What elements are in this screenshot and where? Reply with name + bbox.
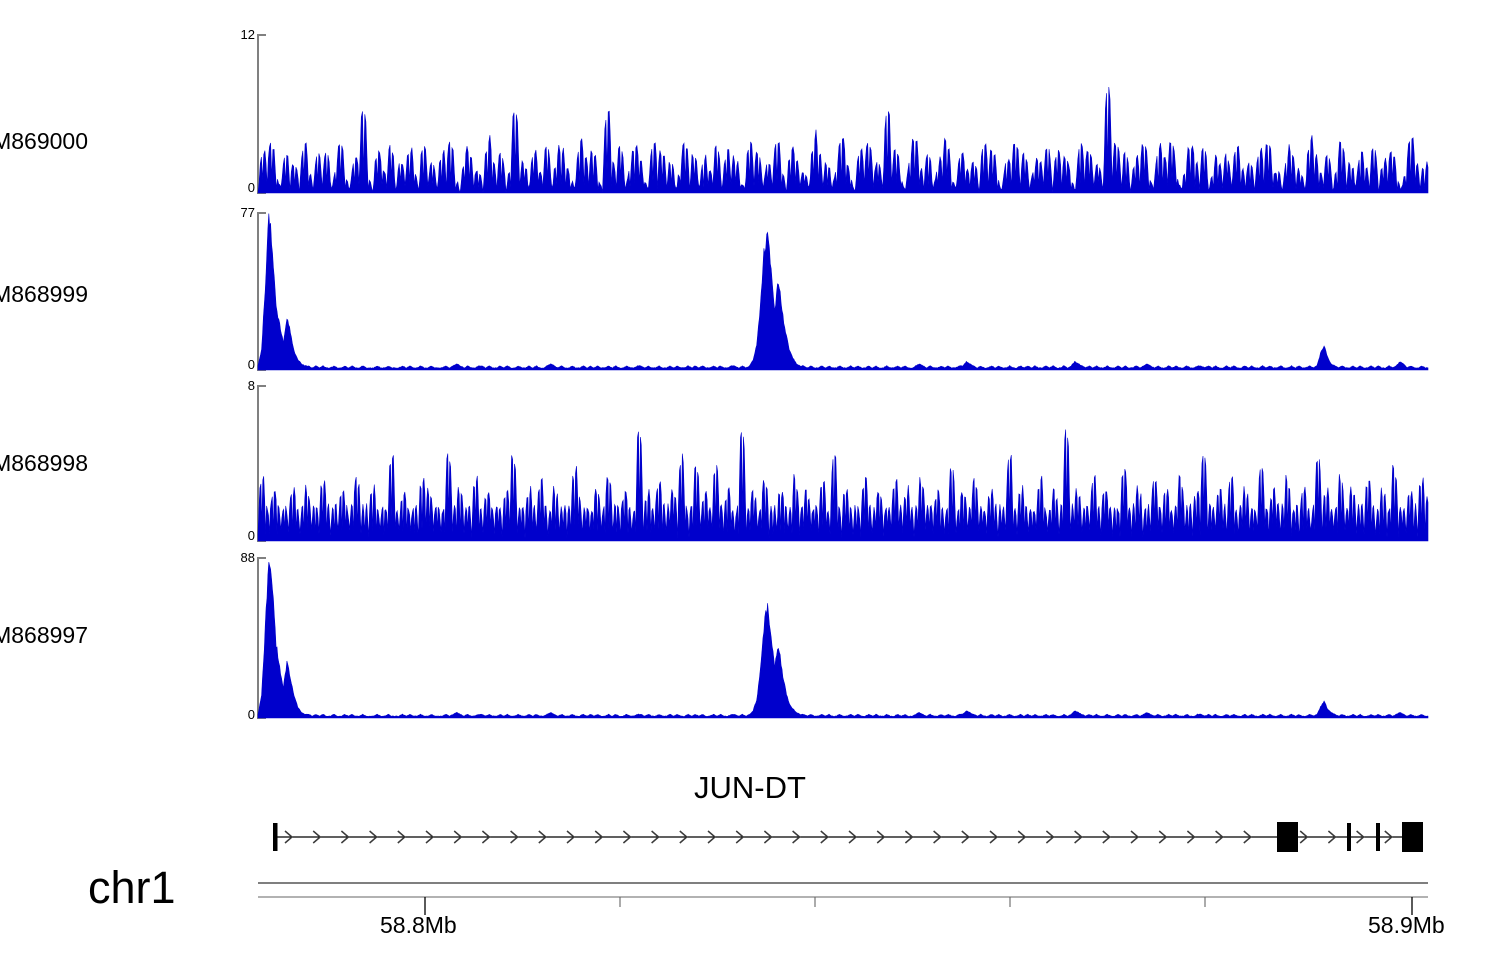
strand-arrow-icon: [1356, 830, 1365, 844]
strand-arrow-icon: [284, 830, 294, 844]
strand-arrow-icon: [848, 830, 858, 844]
strand-arrow-icon: [1384, 830, 1393, 844]
strand-arrow-icon: [1243, 830, 1252, 844]
strand-arrow-icon: [820, 830, 829, 844]
track-gsm869000[interactable]: GSM869000 12 0: [0, 27, 1500, 200]
strand-arrow-icon: [792, 830, 801, 844]
strand-arrow-icon: [961, 830, 970, 844]
strand-arrow-icon: [763, 830, 773, 844]
track2-axis-max: 77: [240, 205, 255, 220]
strand-arrow-icon: [1186, 830, 1196, 844]
gene-exon-thin[interactable]: [1376, 823, 1380, 851]
strand-arrow-icon: [397, 830, 406, 844]
track-label-gsm869000: GSM869000: [0, 128, 88, 154]
track3-signal: [257, 429, 1429, 542]
coordinate-ruler[interactable]: [0, 875, 1500, 920]
gene-exon-box[interactable]: [1402, 822, 1423, 852]
track3-axis-max: 8: [247, 378, 255, 393]
strand-arrow-icon: [1102, 830, 1111, 844]
strand-arrow-icon: [1017, 830, 1027, 844]
chromosome-label: chr1: [88, 862, 176, 913]
strand-arrow-icon: [1215, 830, 1224, 844]
strand-arrow-icon: [1158, 830, 1168, 844]
strand-arrow-icon: [707, 830, 717, 844]
ruler-svg[interactable]: [0, 875, 1500, 920]
track-label-gsm868997: GSM868997: [0, 622, 88, 648]
track3-plot[interactable]: [0, 378, 1500, 548]
track4-signal: [257, 562, 1429, 719]
strand-arrow-icon: [425, 830, 435, 844]
gene-name-title: JUN-DT: [694, 770, 806, 805]
track-gsm868997[interactable]: GSM868997 88 0: [0, 550, 1500, 725]
track1-plot[interactable]: [0, 30, 1500, 200]
signal-area: [257, 213, 1429, 371]
track3-axis-min: 0: [247, 528, 255, 543]
strand-arrow-icon: [594, 830, 604, 844]
strand-arrow-icon: [679, 830, 688, 844]
gene-model-track[interactable]: [0, 815, 1500, 870]
strand-arrow-icon: [651, 830, 660, 844]
strand-arrow-icon: [933, 830, 942, 844]
track2-plot[interactable]: [0, 205, 1500, 375]
gene-body[interactable]: [273, 822, 1423, 852]
strand-arrow-icon: [1074, 830, 1083, 844]
gene-exon-thin[interactable]: [1347, 823, 1351, 851]
strand-arrow-icon: [566, 830, 576, 844]
strand-arrow-icon: [481, 830, 491, 844]
signal-area: [257, 562, 1429, 719]
strand-arrow-icon: [312, 830, 322, 844]
strand-arrow-icon: [510, 830, 519, 844]
track-label-gsm868998: GSM868998: [0, 450, 88, 476]
track2-signal: [257, 213, 1429, 371]
strand-arrow-icon: [1045, 830, 1055, 844]
signal-area: [257, 86, 1429, 194]
track4-axis-max: 88: [240, 550, 255, 565]
track2-axis-min: 0: [247, 357, 255, 372]
ruler-ticks: [424, 897, 1413, 915]
track4-axis-min: 0: [247, 707, 255, 722]
track1-axis-min: 0: [247, 180, 255, 195]
strand-arrow-icon: [453, 830, 463, 844]
track-gsm868998[interactable]: GSM868998 8 0: [0, 378, 1500, 548]
strand-arrow-icon: [622, 830, 632, 844]
track-gsm868999[interactable]: GSM868999 77 0: [0, 205, 1500, 375]
signal-area: [257, 429, 1429, 542]
strand-arrow-icon: [735, 830, 745, 844]
track4-plot[interactable]: [0, 550, 1500, 725]
gene-tss-marker: [273, 823, 278, 851]
strand-arrow-icon: [876, 830, 886, 844]
track-label-gsm868999: GSM868999: [0, 281, 88, 307]
strand-arrow-icon: [1299, 830, 1309, 844]
track1-axis-max: 12: [240, 27, 255, 42]
track1-signal: [257, 86, 1429, 194]
ruler-label-left: 58.8Mb: [380, 912, 457, 938]
strand-arrow-icon: [340, 830, 350, 844]
gene-model-svg[interactable]: [0, 815, 1500, 870]
strand-arrow-icon: [1327, 830, 1337, 844]
strand-arrow-icon: [369, 830, 378, 844]
strand-arrow-icon: [1130, 830, 1140, 844]
strand-arrow-icon: [538, 830, 547, 844]
gene-exon-box[interactable]: [1277, 822, 1298, 852]
ruler-label-right: 58.9Mb: [1368, 912, 1445, 938]
strand-arrow-icon: [904, 830, 914, 844]
strand-arrow-icon: [989, 830, 999, 844]
